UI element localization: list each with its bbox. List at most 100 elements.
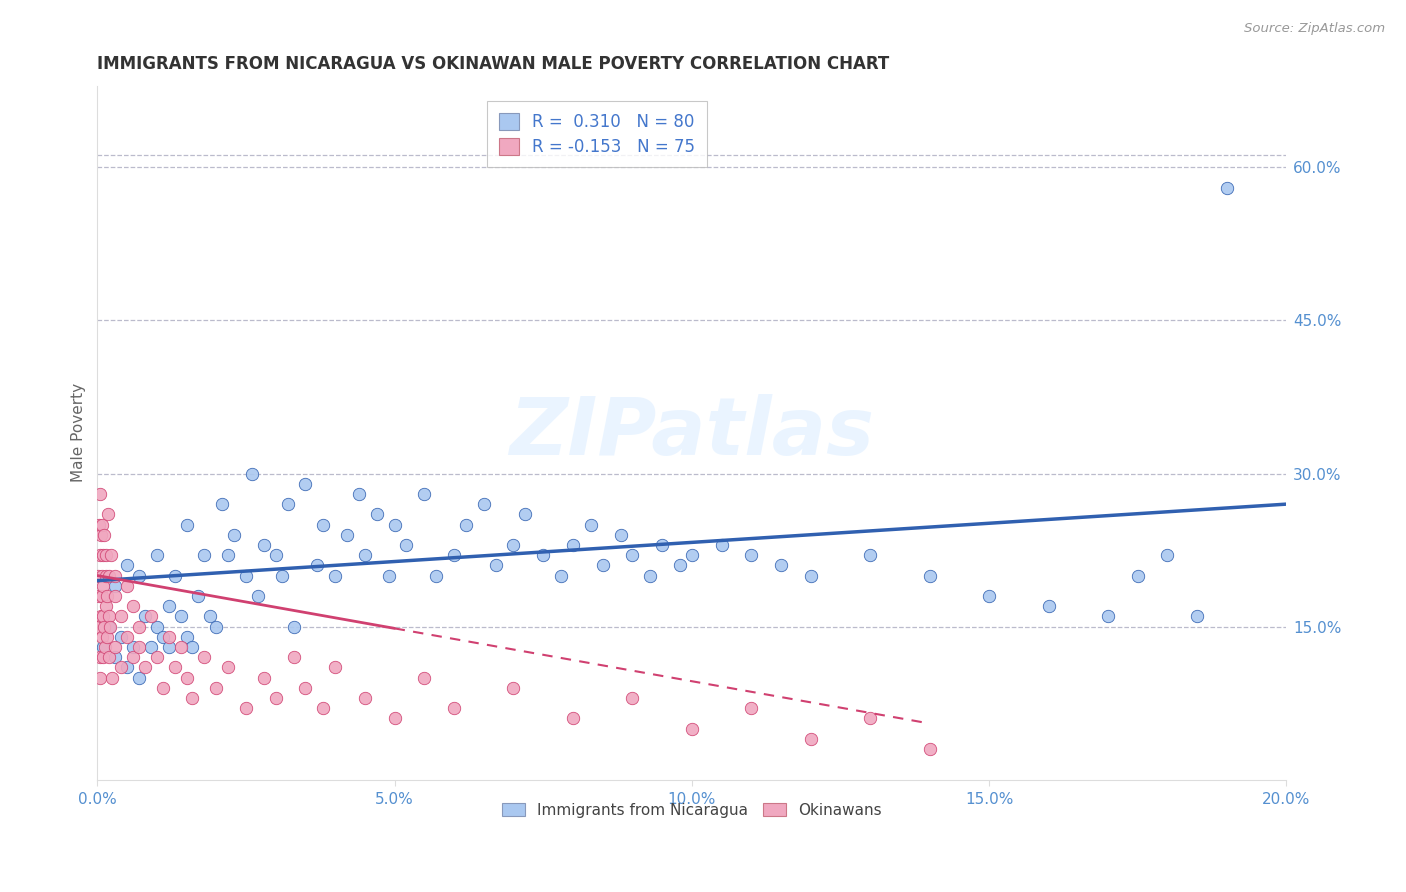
- Point: [621, 548, 644, 562]
- Point: [96, 548, 118, 562]
- Point: [146, 548, 169, 562]
- Point: [323, 660, 346, 674]
- Point: [104, 579, 127, 593]
- Point: [1038, 599, 1060, 614]
- Point: [413, 671, 436, 685]
- Point: [235, 701, 257, 715]
- Point: [89, 650, 111, 665]
- Point: [89, 548, 111, 562]
- Point: [205, 681, 228, 695]
- Point: [193, 548, 215, 562]
- Point: [91, 650, 114, 665]
- Point: [502, 538, 524, 552]
- Point: [217, 660, 239, 674]
- Point: [110, 630, 132, 644]
- Text: IMMIGRANTS FROM NICARAGUA VS OKINAWAN MALE POVERTY CORRELATION CHART: IMMIGRANTS FROM NICARAGUA VS OKINAWAN MA…: [97, 55, 890, 73]
- Point: [283, 650, 305, 665]
- Point: [89, 671, 111, 685]
- Point: [89, 517, 111, 532]
- Point: [181, 640, 204, 654]
- Point: [769, 558, 792, 573]
- Point: [134, 660, 156, 674]
- Point: [384, 711, 406, 725]
- Point: [307, 558, 329, 573]
- Point: [472, 497, 495, 511]
- Point: [531, 548, 554, 562]
- Point: [859, 711, 882, 725]
- Point: [115, 579, 138, 593]
- Point: [193, 650, 215, 665]
- Point: [181, 690, 204, 705]
- Point: [550, 568, 572, 582]
- Point: [294, 681, 316, 695]
- Point: [98, 609, 121, 624]
- Point: [264, 548, 287, 562]
- Point: [347, 487, 370, 501]
- Point: [115, 630, 138, 644]
- Point: [100, 619, 122, 633]
- Point: [283, 619, 305, 633]
- Point: [98, 568, 121, 582]
- Point: [1156, 548, 1178, 562]
- Point: [366, 508, 388, 522]
- Point: [669, 558, 692, 573]
- Point: [217, 548, 239, 562]
- Point: [354, 690, 377, 705]
- Point: [918, 568, 941, 582]
- Point: [277, 497, 299, 511]
- Point: [93, 619, 115, 633]
- Point: [592, 558, 614, 573]
- Point: [91, 517, 114, 532]
- Point: [139, 609, 162, 624]
- Point: [87, 568, 110, 582]
- Point: [1185, 609, 1208, 624]
- Point: [157, 599, 180, 614]
- Point: [443, 548, 465, 562]
- Point: [253, 671, 276, 685]
- Point: [859, 548, 882, 562]
- Point: [562, 711, 585, 725]
- Point: [515, 508, 537, 522]
- Point: [146, 619, 169, 633]
- Point: [264, 690, 287, 705]
- Point: [211, 497, 233, 511]
- Point: [90, 609, 112, 624]
- Point: [681, 548, 703, 562]
- Point: [485, 558, 508, 573]
- Point: [253, 538, 276, 552]
- Point: [425, 568, 447, 582]
- Point: [91, 640, 114, 654]
- Point: [651, 538, 673, 552]
- Point: [176, 630, 198, 644]
- Point: [336, 527, 359, 541]
- Point: [104, 650, 127, 665]
- Point: [235, 568, 257, 582]
- Point: [443, 701, 465, 715]
- Point: [270, 568, 292, 582]
- Point: [918, 742, 941, 756]
- Text: Source: ZipAtlas.com: Source: ZipAtlas.com: [1244, 22, 1385, 36]
- Point: [205, 619, 228, 633]
- Point: [146, 650, 169, 665]
- Point: [395, 538, 418, 552]
- Point: [312, 517, 335, 532]
- Point: [90, 568, 112, 582]
- Point: [176, 517, 198, 532]
- Point: [977, 589, 1000, 603]
- Point: [94, 568, 117, 582]
- Point: [157, 630, 180, 644]
- Point: [87, 619, 110, 633]
- Point: [91, 579, 114, 593]
- Point: [169, 609, 191, 624]
- Point: [128, 671, 150, 685]
- Point: [240, 467, 263, 481]
- Point: [104, 589, 127, 603]
- Point: [96, 589, 118, 603]
- Point: [89, 589, 111, 603]
- Point: [377, 568, 399, 582]
- Point: [122, 640, 145, 654]
- Point: [200, 609, 222, 624]
- Point: [562, 538, 585, 552]
- Point: [115, 558, 138, 573]
- Point: [169, 640, 191, 654]
